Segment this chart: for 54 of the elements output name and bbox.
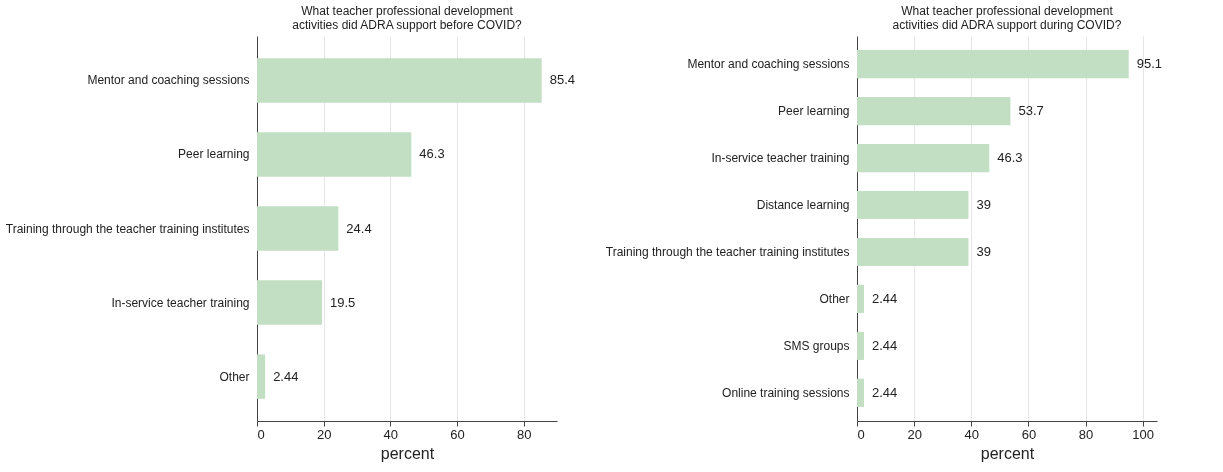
x-axis-title: percent: [980, 444, 1035, 462]
x-tick-label: 40: [964, 426, 980, 442]
bar: [857, 284, 864, 314]
data-label: 39: [976, 197, 991, 213]
x-tick-label: 20: [316, 426, 332, 442]
y-tick-label: Online training sessions: [722, 385, 850, 400]
x-axis-title: percent: [380, 444, 435, 462]
data-label: 39: [976, 243, 991, 259]
data-label: 46.3: [419, 146, 445, 162]
y-tick-label: In-service teacher training: [711, 151, 850, 166]
data-label: 53.7: [1018, 103, 1044, 119]
data-label: 95.1: [1136, 56, 1163, 72]
data-label: 24.4: [346, 220, 372, 236]
y-tick-label: Training through the teacher training institutes: [605, 244, 850, 259]
y-tick-label: Other: [219, 369, 250, 384]
bar: [857, 97, 1011, 126]
data-label: 2.44: [871, 337, 898, 353]
x-tick-label: 0: [857, 426, 865, 442]
data-label: 2.44: [273, 368, 299, 384]
bar: [857, 190, 969, 220]
bar: [257, 58, 542, 103]
y-tick-label: SMS groups: [783, 338, 850, 353]
y-tick-label: Peer learning: [778, 104, 850, 119]
x-tick-label: 60: [1021, 426, 1037, 442]
bar: [257, 354, 266, 399]
bar: [857, 50, 1129, 79]
y-tick-label: Other: [819, 291, 850, 306]
x-tick-label: 80: [516, 426, 532, 442]
x-tick-label: 100: [1132, 426, 1155, 442]
data-label: 2.44: [871, 290, 898, 306]
y-tick-label: Distance learning: [756, 198, 850, 213]
x-tick-label: 0: [257, 426, 265, 442]
data-label: 85.4: [549, 72, 575, 88]
bar: [257, 132, 412, 177]
chart-title: What teacher professional development activities did ADRA support during COVID?: [892, 4, 1122, 32]
bar: [857, 331, 864, 360]
x-tick-label: 40: [383, 426, 399, 442]
data-label: 19.5: [330, 294, 356, 310]
data-label: 46.3: [997, 150, 1023, 166]
y-tick-label: Mentor and coaching sessions: [687, 57, 850, 72]
chart-title: What teacher professional development activities did ADRA support before COVID?: [292, 4, 523, 32]
x-tick-label: 60: [450, 426, 465, 442]
y-tick-label: Training through the teacher training institutes: [5, 221, 250, 236]
bar: [857, 143, 990, 173]
x-tick-label: 80: [1078, 426, 1094, 442]
y-tick-label: Mentor and coaching sessions: [87, 73, 250, 88]
bar: [257, 206, 339, 251]
bar: [857, 378, 864, 407]
y-tick-label: Peer learning: [178, 147, 250, 162]
y-tick-label: In-service teacher training: [111, 295, 250, 310]
x-tick-label: 20: [907, 426, 922, 442]
data-label: 2.44: [871, 384, 898, 400]
bar: [857, 237, 969, 267]
bar: [257, 280, 322, 325]
